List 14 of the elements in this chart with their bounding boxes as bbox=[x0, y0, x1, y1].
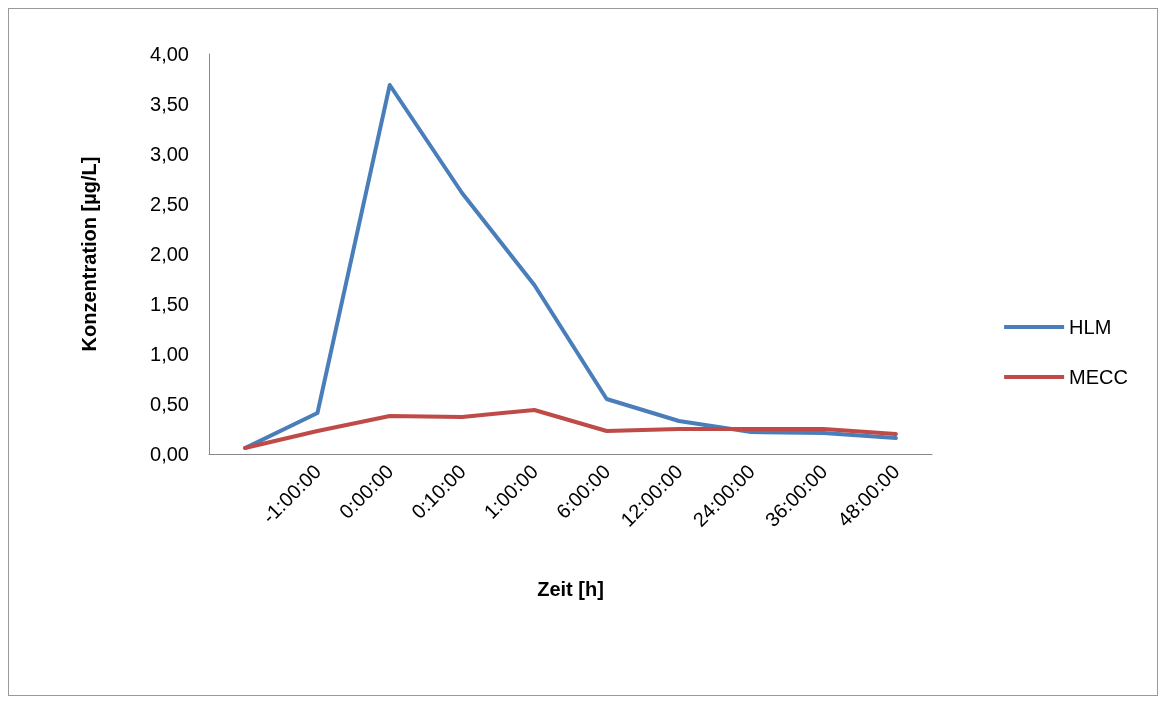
legend-label: MECC bbox=[1069, 366, 1128, 388]
legend-label: HLM bbox=[1069, 316, 1112, 338]
y-tick-label: 1,00 bbox=[150, 343, 189, 365]
y-tick-label: 3,00 bbox=[150, 143, 189, 165]
y-tick-label: 3,50 bbox=[150, 93, 189, 115]
y-axis-title: Konzentration [µg/L] bbox=[78, 156, 100, 352]
y-tick-label: 2,00 bbox=[150, 243, 189, 265]
y-tick-label: 4,00 bbox=[150, 43, 189, 65]
y-tick-label: 2,50 bbox=[150, 193, 189, 215]
line-series bbox=[243, 408, 898, 450]
x-axis-title: Zeit [h] bbox=[537, 578, 604, 600]
y-tick-label: 0,00 bbox=[150, 443, 189, 465]
y-tick-label: 0,50 bbox=[150, 393, 189, 415]
y-tick-label: 1,50 bbox=[150, 293, 189, 315]
